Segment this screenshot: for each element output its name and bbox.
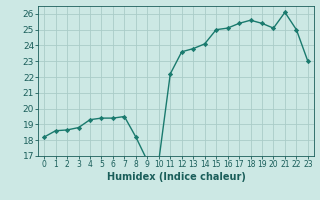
X-axis label: Humidex (Indice chaleur): Humidex (Indice chaleur) [107, 172, 245, 182]
